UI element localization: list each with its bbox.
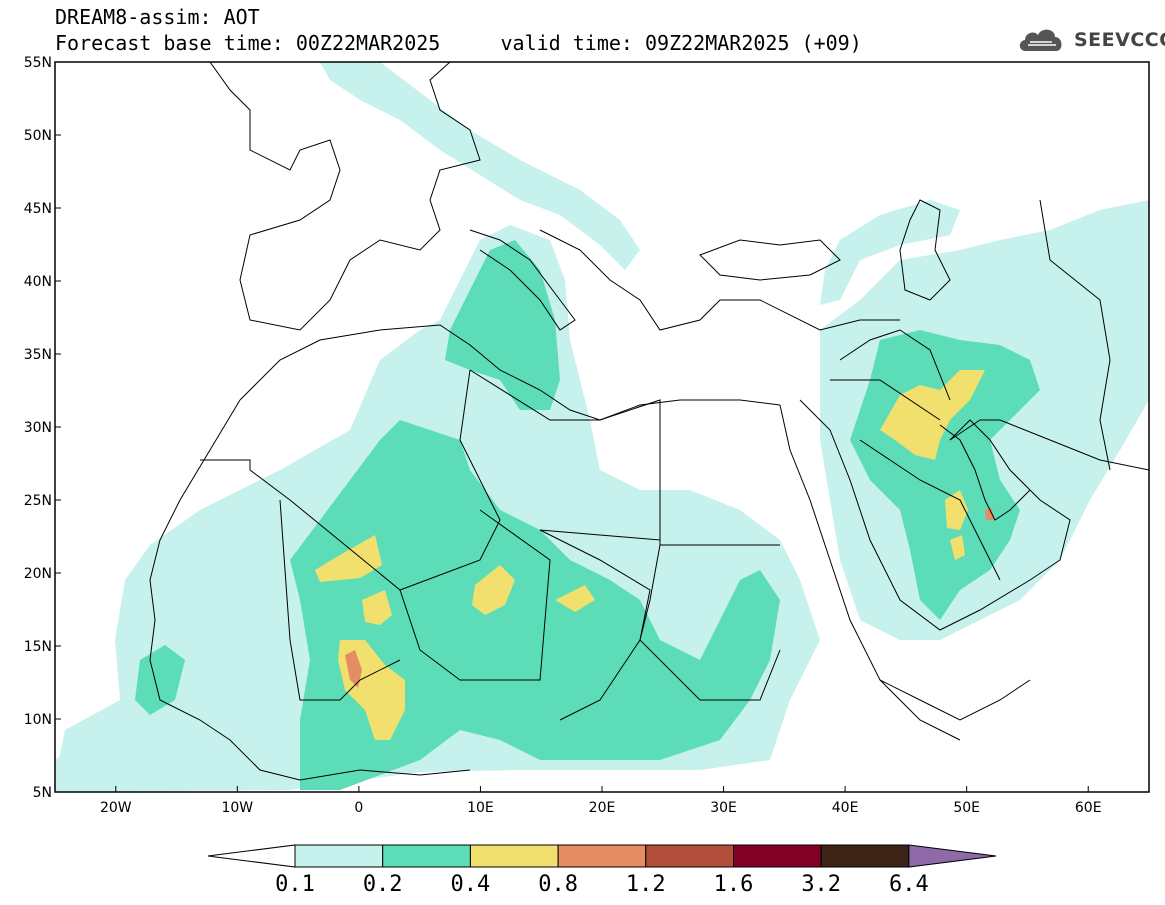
y-tick-label: 10N [24,712,52,728]
coastline-europe [209,62,481,331]
border-chad [539,529,651,721]
axis-ticks: 20W 10W 0 10E 20E 30E 40E 50E 60E 55N 50N 45N 40N 35N… [24,55,1102,816]
aot-field-0.8-mali [345,650,362,688]
coastline-caspian [899,199,951,301]
y-tick-label: 20N [24,566,52,582]
coastline-westafrica [149,399,471,781]
coastline-arabia [799,399,1071,631]
aot-field-0.1-westafrica [55,740,250,792]
y-tick-label: 40N [24,274,52,290]
colorbar-level-label: 1.6 [714,872,754,897]
aot-field-0.2-tunisia [445,240,560,410]
aot-field-0.4-niger-a [362,590,392,625]
logo-text: SEEVCCC [1074,29,1165,51]
map-title: DREAM8-assim: AOT [55,5,260,29]
coastline-italy [469,229,576,331]
aot-field-0.1-caspian [820,200,960,305]
coastline-balkans [539,229,900,331]
forecast-times: Forecast base time: 00Z22MAR2025 valid t… [55,31,862,55]
x-tick-label: 10E [467,800,494,816]
seevccc-logo: SEEVCCC [1016,22,1165,58]
y-tick-label: 55N [24,55,52,71]
colorbar-box [294,844,384,868]
border-libya [469,369,661,541]
aot-field-0.4-chad [555,585,595,612]
cloud-logo-icon [1019,29,1062,51]
border-iran-afghan [1039,199,1111,471]
y-tick-label: 35N [24,347,52,363]
colorbar-level-label: 0.8 [538,872,578,897]
coastline-blacksea [699,239,841,281]
colorbar-box [733,844,822,868]
aot-field-0.4-hoggar [315,535,382,582]
coastline-northafrica [239,324,781,421]
colorbar-box [382,844,471,868]
x-tick-label: 50E [953,800,980,816]
x-tick-label: 40E [832,800,859,816]
y-tick-label: 5N [33,785,52,801]
colorbar-box-over [908,844,997,868]
coastline-redsea [779,404,961,741]
colorbar-box [469,844,559,868]
colorbar-level-label: 3.2 [801,872,841,897]
y-tick-label: 25N [24,493,52,509]
colorbar-level-label: 0.2 [363,872,403,897]
aot-field-0.1-europe [320,62,640,270]
colorbar-box [557,844,647,868]
x-tick-label: 20E [589,800,616,816]
border-westernsahara [200,459,251,470]
aot-field-0.4-niger-b [472,565,515,615]
aot-field-0.4-arabia [945,490,968,560]
border-niger [399,509,551,681]
aot-field-0.2-sahel [290,420,780,790]
border-algeria [249,369,501,591]
aot-field-0.2-mauritania [135,645,185,715]
colorbar-labels: 0.1 0.2 0.4 0.8 1.2 1.6 3.2 6.4 [275,872,929,897]
coastline-hornafrica [879,679,1031,721]
colorbar-level-label: 0.4 [451,872,491,897]
y-tick-label: 50N [24,128,52,144]
colorbar-box-under [207,844,296,868]
border-sudan [639,544,781,701]
border-iraq [839,329,951,401]
x-tick-label: 30E [710,800,737,816]
x-tick-label: 0 [354,800,363,816]
border-mali [279,499,401,701]
y-tick-label: 30N [24,420,52,436]
colorbar-box [645,844,734,868]
y-tick-label: 15N [24,639,52,655]
colorbar-level-label: 6.4 [889,872,929,897]
border-saudi [830,379,1001,581]
coastline-gulf [939,424,1031,521]
colorbar-level-label: 0.1 [275,872,315,897]
aot-field-0.8-kuwait [985,508,994,520]
colorbar-box [820,844,910,868]
colorbar-level-label: 1.2 [626,872,666,897]
x-tick-label: 20W [100,800,132,816]
x-tick-label: 60E [1075,800,1102,816]
colorbar-boxes [207,844,997,868]
coastlines-borders [149,62,1149,781]
y-tick-label: 45N [24,201,52,217]
x-tick-label: 10W [221,800,253,816]
